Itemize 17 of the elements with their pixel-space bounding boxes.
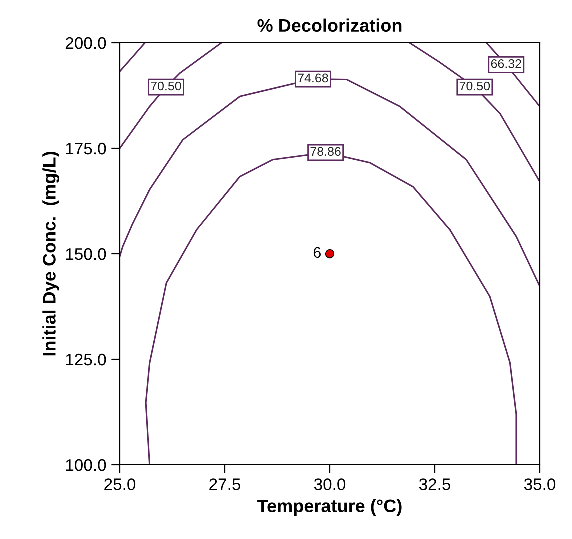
x-tick-label: 25.0: [104, 478, 136, 490]
line-series: [409, 43, 540, 183]
y-tick-label: 175.0: [66, 142, 106, 155]
y-tick-label: 150.0: [66, 248, 106, 260]
y-tick-label: 200.0: [66, 37, 106, 50]
x-tick-label: 35.0: [524, 478, 556, 490]
x-tick-label: 32.5: [419, 478, 451, 490]
y-axis-title: Initial Dye Conc. (mg/L): [42, 152, 60, 356]
x-tick-label: 27.5: [210, 478, 241, 490]
y-tick-label: 100.0: [66, 459, 106, 472]
line-series: [120, 43, 222, 150]
x-axis-title: Temperature (°C): [258, 499, 402, 516]
point: [325, 249, 335, 259]
chart-title: % Decolorization: [258, 18, 402, 32]
x-tick-label: 30.0: [314, 478, 346, 490]
y-tick-label: 125.0: [66, 354, 106, 366]
annotation: 6: [314, 247, 321, 258]
